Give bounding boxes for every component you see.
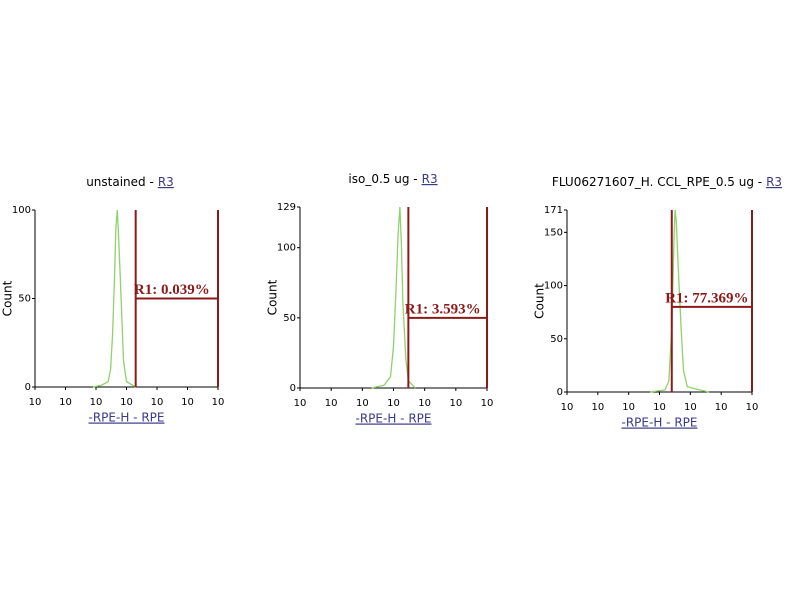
- y-axis-label: Count: [266, 279, 280, 315]
- y-tick-label: 50: [18, 294, 31, 305]
- title-link: R3: [766, 175, 782, 189]
- y-axis-label: Count: [533, 283, 547, 319]
- panel-title: unstained - R3: [86, 175, 174, 189]
- region-label: R1: 3.593%: [405, 301, 481, 317]
- x-tick-label: 10: [387, 398, 400, 409]
- x-tick-label: 10: [212, 397, 225, 408]
- x-tick-label: 10: [481, 398, 494, 409]
- x-tick-label: 10: [356, 398, 369, 409]
- y-tick-label: 171: [544, 205, 563, 216]
- y-tick-label: 150: [544, 227, 563, 238]
- x-tick-label: 10: [684, 402, 697, 413]
- y-tick-label: 50: [283, 313, 296, 324]
- x-tick-label: 10: [622, 402, 635, 413]
- panel-title: FLU06271607_H. CCL_RPE_0.5 ug - R3: [552, 175, 782, 189]
- histogram-line: [371, 206, 416, 389]
- histogram-panel: iso_0.5 ug - R3 0 50 100 129 10 10 10 10 10 10 10 -RP…: [266, 172, 494, 426]
- title-text: FLU06271607_H. CCL_RPE_0.5 ug -: [552, 175, 762, 189]
- y-tick-label: 0: [25, 382, 31, 393]
- y-tick-label: 100: [12, 205, 31, 216]
- y-tick-label: 50: [550, 334, 563, 345]
- x-tick-label: 10: [746, 402, 759, 413]
- x-tick-label: 10: [29, 397, 42, 408]
- histogram-line: [92, 209, 137, 388]
- y-tick-label: 129: [277, 202, 296, 213]
- y-tick-label: 0: [557, 387, 563, 398]
- title-link: R3: [422, 172, 438, 186]
- panel-title: iso_0.5 ug - R3: [348, 172, 437, 186]
- y-tick-label: 0: [290, 383, 296, 394]
- x-tick-label: 10: [325, 398, 338, 409]
- x-tick-label: 10: [181, 397, 194, 408]
- title-link: R3: [158, 175, 174, 189]
- y-tick-label: 100: [277, 243, 296, 254]
- region-label: R1: 0.039%: [134, 282, 210, 298]
- x-axis-label: -RPE-H - RPE: [89, 411, 165, 425]
- y-tick-label: 100: [544, 281, 563, 292]
- region-label: R1: 77.369%: [665, 290, 748, 306]
- histogram-panel: FLU06271607_H. CCL_RPE_0.5 ug - R3 0 50 100 1…: [533, 175, 783, 430]
- y-axis-label: Count: [1, 280, 15, 316]
- title-text: unstained -: [86, 175, 154, 189]
- histogram-panel: unstained - R3 0 50 100 10 10 10 10 10 10 10 -RPE-H …: [1, 175, 225, 425]
- x-tick-label: 10: [418, 398, 431, 409]
- x-axis-label: -RPE-H - RPE: [356, 412, 432, 426]
- x-tick-label: 10: [715, 402, 728, 413]
- x-tick-label: 10: [59, 397, 72, 408]
- x-tick-label: 10: [151, 397, 164, 408]
- x-tick-label: 10: [294, 398, 307, 409]
- x-tick-label: 10: [120, 397, 133, 408]
- x-tick-label: 10: [90, 397, 103, 408]
- x-axis-label: -RPE-H - RPE: [622, 416, 698, 430]
- x-tick-label: 10: [653, 402, 666, 413]
- x-tick-label: 10: [561, 402, 574, 413]
- x-tick-label: 10: [591, 402, 604, 413]
- title-text: iso_0.5 ug -: [348, 172, 417, 186]
- x-tick-label: 10: [449, 398, 462, 409]
- histogram-line: [650, 209, 710, 393]
